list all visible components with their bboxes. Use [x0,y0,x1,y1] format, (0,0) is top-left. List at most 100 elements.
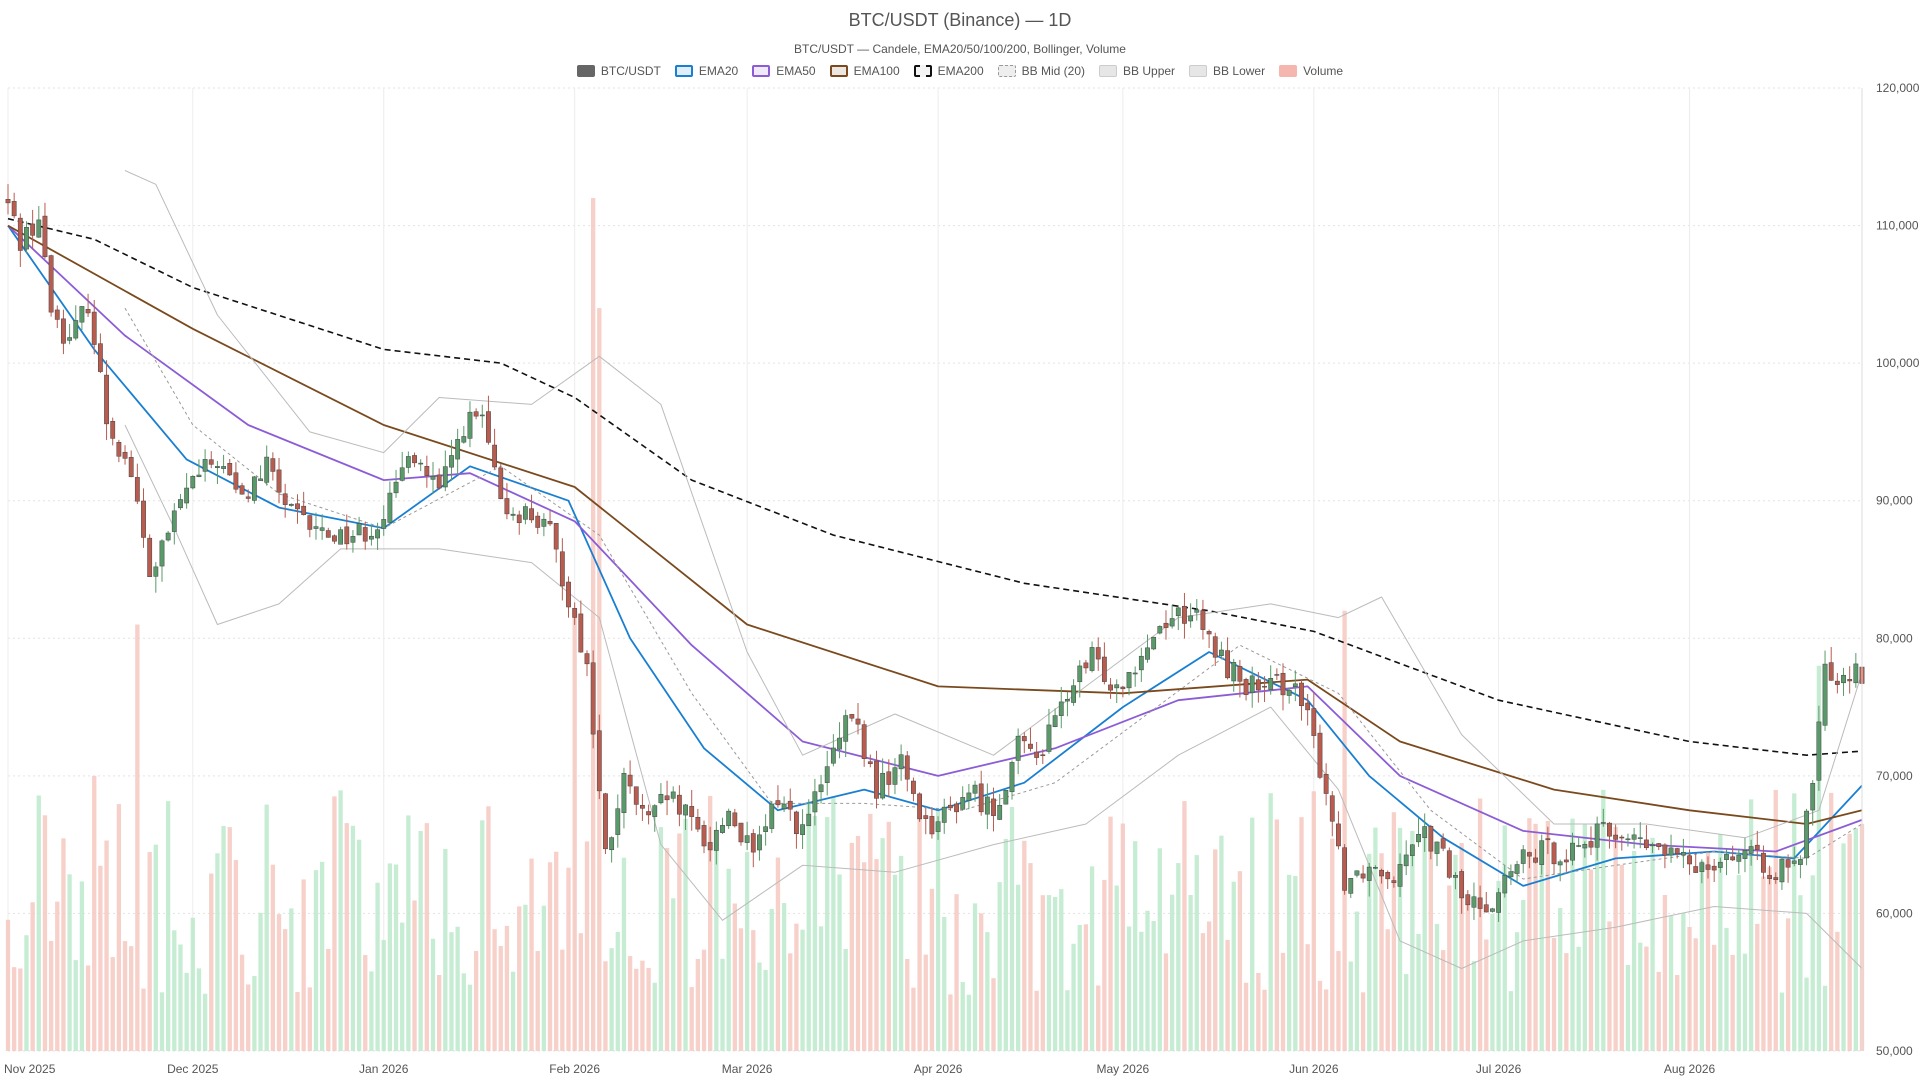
volume-bar [363,955,368,1051]
candle-body [1483,904,1489,913]
volume-bar [48,940,54,1051]
x-tick-label: Jul 2026 [1476,1062,1522,1076]
candle-body [1748,846,1754,854]
candle-body [245,496,251,499]
volume-bar [1588,869,1594,1051]
volume-bar [1502,825,1507,1051]
volume-bar [246,984,251,1051]
candle-body [572,608,578,618]
volume-bar [492,929,497,1051]
y-tick-label: 80,000 [1876,631,1913,645]
legend-item-ema50[interactable]: EMA50 [752,64,816,78]
volume-bar [1416,933,1421,1051]
candle-body [547,521,553,525]
candle-body [1046,724,1052,752]
candle-body [1120,686,1126,690]
candle-body [467,411,473,439]
candle-body [1791,860,1797,864]
volume-bar [818,926,824,1051]
volume-bar [664,848,670,1051]
volume-bar [763,969,768,1051]
candle-body [1225,650,1230,679]
volume-bar [566,867,571,1051]
candle-body [54,309,60,320]
volume-bar [221,825,226,1051]
candle-body [504,498,510,515]
candle-body [1138,655,1144,671]
legend-item-bb-lower[interactable]: BB Lower [1189,64,1265,78]
candle-body [227,463,233,476]
volume-bar [1114,885,1119,1051]
volume-bar [1582,824,1587,1051]
volume-bar [258,912,263,1051]
volume-bar [1533,823,1538,1051]
volume-bar [1262,989,1267,1051]
legend-item-btc-usdt[interactable]: BTC/USDT [576,64,661,78]
candle-body [301,505,307,515]
volume-bar [73,960,78,1051]
legend-item-bb-mid-20[interactable]: BB Mid (20) [997,64,1085,78]
candle-body [67,337,73,341]
volume-bar [313,870,319,1051]
candle-body [1114,684,1120,689]
legend-item-ema20[interactable]: EMA20 [674,64,738,78]
candle-body [1619,836,1625,839]
chart-title: BTC/USDT (Binance) — 1D [848,10,1072,30]
volume-bar [1293,875,1298,1051]
candle-body [1637,837,1643,839]
axes: 50,000 60,000 70,000 80,000 90,000 100,000 110… [4,81,1920,1076]
volume-bar [1336,951,1341,1051]
candle-body [1680,851,1686,856]
volume-bar [98,865,103,1051]
y-tick-label: 100,000 [1876,356,1920,370]
volume-bar [1126,926,1132,1051]
volume-bar [1009,806,1015,1051]
candle-body [652,805,658,817]
candle-body [449,455,454,468]
candle-body [1175,607,1181,617]
candle-body [1477,897,1483,909]
volume-bar [1496,880,1501,1051]
candle-body [1188,615,1194,622]
volume-bar [652,982,657,1051]
volume-bar [510,971,516,1051]
volume-bar [1108,816,1113,1051]
candle-body [935,821,941,832]
candle-body [1151,636,1157,650]
candle-body [412,455,417,464]
legend-item-bb-upper[interactable]: BB Upper [1099,64,1175,78]
volume-bar [202,993,208,1051]
candle-body [917,793,923,820]
volume-bar [1250,817,1255,1051]
volume-bar [966,994,972,1051]
volume-bar [547,862,553,1051]
candle-body [1434,841,1440,854]
candle-body [1699,862,1705,872]
x-tick-label: Dec 2025 [167,1062,219,1076]
candle-body [1650,844,1655,847]
volume-bar [1539,860,1544,1051]
volume-bar [270,864,276,1051]
candle-body [1644,839,1649,849]
candle-body [239,485,245,495]
candle-body [295,503,300,510]
candle-body [1262,685,1267,688]
volume-bar [1015,884,1021,1051]
legend-item-volume[interactable]: Volume [1279,64,1343,78]
x-tick-label: Mar 2026 [722,1062,773,1076]
legend-item-ema100[interactable]: EMA100 [829,64,900,78]
candle-body [1533,857,1538,863]
candle-body [1613,834,1619,840]
series-line-bb-lower [124,424,1863,969]
candle-body [1520,849,1526,864]
volume-bar [1169,894,1175,1051]
volume-bar [1699,860,1705,1051]
candle-body [584,653,590,665]
volume-bar [504,925,510,1051]
volume-bar [1835,931,1840,1051]
volume-bar [5,919,11,1051]
volume-bar [554,851,559,1051]
legend-item-ema200[interactable]: EMA200 [913,64,984,78]
candle-body [522,506,528,520]
candle-body [288,503,294,506]
